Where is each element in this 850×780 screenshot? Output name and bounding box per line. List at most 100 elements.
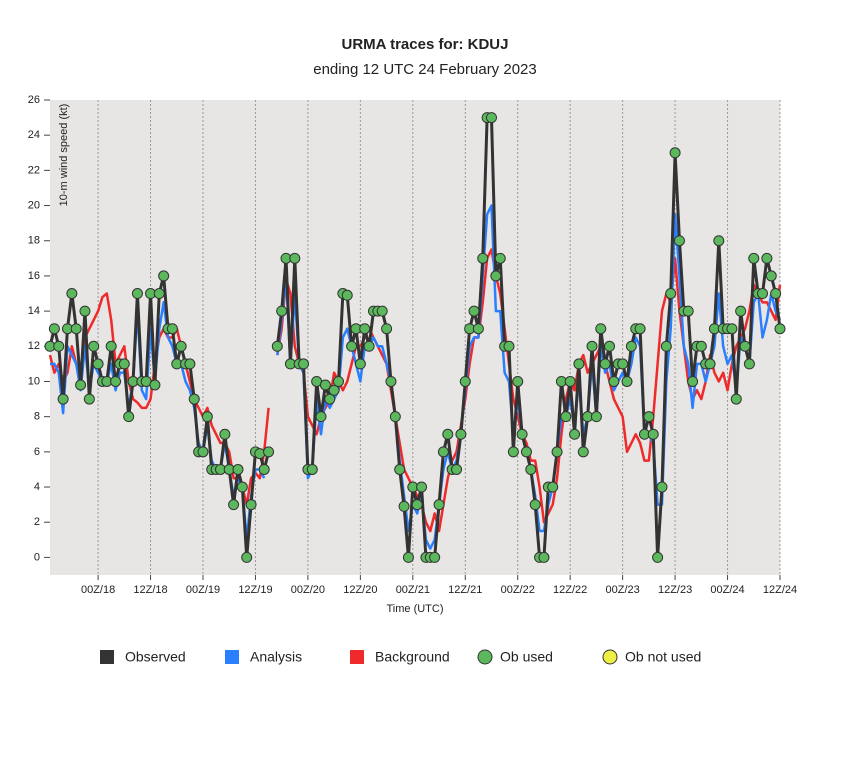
ob-marker [739,340,751,352]
series-line [275,116,782,559]
ob-marker [402,551,414,563]
ob-marker [573,358,585,370]
ob-marker [743,358,755,370]
ob-marker [451,463,463,475]
ob-marker [625,340,637,352]
ob-marker [748,252,760,264]
ob-marker [319,379,331,391]
ob-marker [416,481,428,493]
y-tick-label: 14 [28,305,40,317]
ob-marker [394,463,406,475]
ob-marker [328,384,340,396]
ob-marker [503,340,515,352]
x-tick-label: 12Z/18 [133,584,167,596]
ob-marker [564,375,576,387]
ob-marker [459,375,471,387]
y-tick-label: 12 [28,340,40,352]
legend-label: Observed [125,649,186,665]
ob-marker [333,375,345,387]
ob-marker [547,481,559,493]
ob-marker [507,446,519,458]
ob-marker [123,411,135,423]
ob-marker [656,481,668,493]
x-tick-label: 12Z/23 [658,584,692,596]
ob-marker [381,323,393,335]
ob-marker [188,393,200,405]
ob-marker [590,411,602,423]
ob-marker [105,340,117,352]
ob-marker [110,375,122,387]
y-tick-label: 16 [28,270,40,282]
ob-marker [577,446,589,458]
ob-marker [704,358,716,370]
y-tick-label: 26 [28,94,40,106]
ob-marker [236,481,248,493]
ob-marker [455,428,467,440]
ob-marker [730,393,742,405]
x-tick-label: 00Z/22 [501,584,535,596]
ob-marker [660,340,672,352]
ob-marker [595,323,607,335]
ob-marker [324,393,336,405]
ob-marker [118,358,130,370]
ob-marker [359,323,371,335]
ob-marker [254,448,266,460]
ob-marker [232,463,244,475]
legend-label: Analysis [250,649,302,665]
ob-marker [608,375,620,387]
ob-marker [354,358,366,370]
x-tick-label: 00Z/20 [291,584,325,596]
x-tick-label: 12Z/20 [343,584,377,596]
ob-marker [669,147,681,159]
x-tick-label: 12Z/21 [448,584,482,596]
ob-marker [48,323,60,335]
ob-marker [560,411,572,423]
ob-marker [411,499,423,511]
ob-marker [298,358,310,370]
ob-marker [228,499,240,511]
ob-marker [79,305,91,317]
ob-marker [604,340,616,352]
ob-marker [271,340,283,352]
ob-marker [634,323,646,335]
y-tick-label: 20 [28,199,40,211]
ob-marker [477,252,489,264]
ob-marker [643,411,655,423]
ob-marker [726,323,738,335]
ob-marker [520,446,532,458]
legend-label: Ob not used [625,649,701,665]
ob-marker [276,305,288,317]
ob-marker [765,270,777,282]
ob-marker [538,551,550,563]
x-tick-label: 00Z/24 [710,584,744,596]
ob-marker [70,323,82,335]
ob-marker [184,358,196,370]
ob-marker [433,499,445,511]
y-axis-label: 10-m wind speed (kt) [58,104,70,207]
y-tick-label: 8 [34,411,40,423]
x-tick-label: 00Z/21 [396,584,430,596]
ob-marker [437,446,449,458]
y-tick-label: 18 [28,235,40,247]
ob-marker [258,463,270,475]
ob-marker [761,252,773,264]
ob-marker [315,411,327,423]
ob-marker [385,375,397,387]
y-tick-label: 2 [34,516,40,528]
x-tick-label: 00Z/23 [606,584,640,596]
ob-marker [289,252,301,264]
ob-marker [516,428,528,440]
ob-marker [153,288,165,300]
ob-marker [201,411,213,423]
ob-marker [166,323,178,335]
ob-marker [468,305,480,317]
ob-marker [512,375,524,387]
ob-marker [92,358,104,370]
ob-marker [770,288,782,300]
legend-label: Background [375,649,450,665]
ob-marker [682,305,694,317]
ob-marker [472,323,484,335]
chart-subtitle: ending 12 UTC 24 February 2023 [313,61,536,78]
legend-swatch [225,650,239,664]
ob-marker [75,379,87,391]
